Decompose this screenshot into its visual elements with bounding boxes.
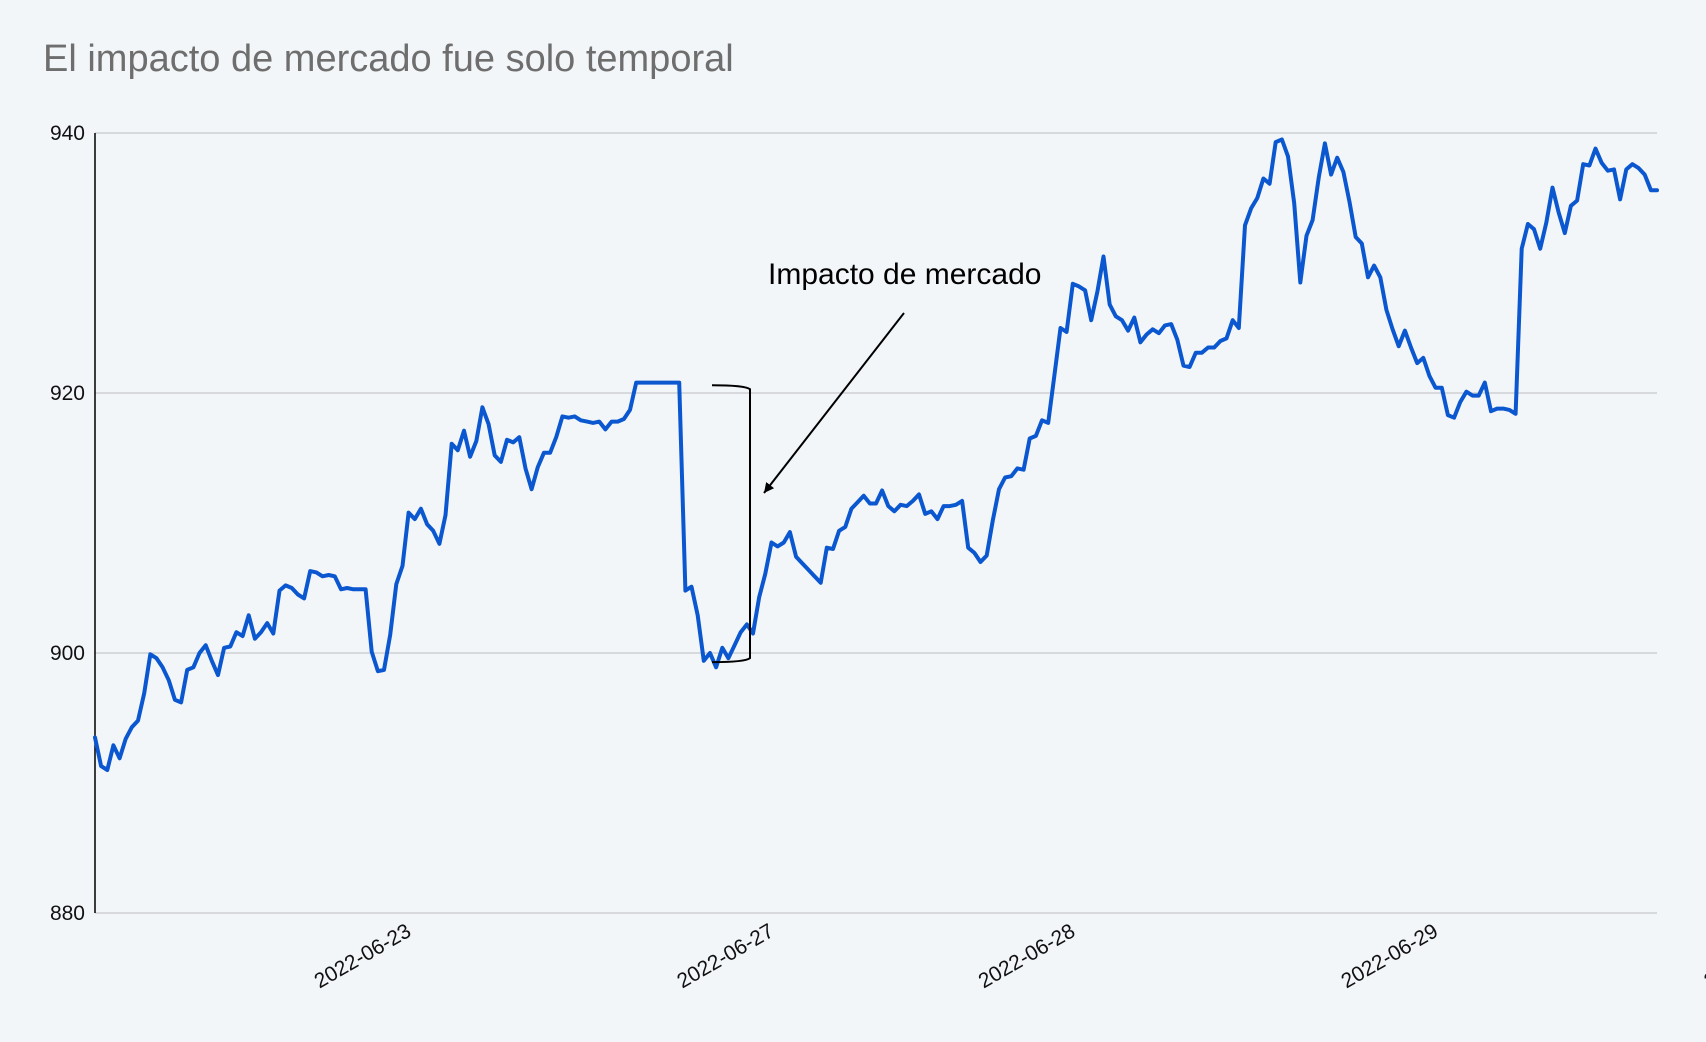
x-axis-ticks: 2022-06-23 2022-06-27 2022-06-28 2022-06-29… bbox=[310, 919, 1706, 993]
x-tick-label: 2022-06-27 bbox=[673, 919, 778, 993]
annotation-label: Impacto de mercado bbox=[768, 258, 1041, 291]
y-tick-label: 900 bbox=[50, 642, 85, 665]
gridlines bbox=[95, 132, 1657, 914]
y-axis-ticks: 880 900 920 940 bbox=[50, 122, 85, 925]
series-line bbox=[93, 137, 1659, 772]
y-tick-label: 880 bbox=[50, 902, 85, 925]
chart-title: El impacto de mercado fue solo temporal bbox=[43, 38, 734, 80]
y-tick-label: 920 bbox=[50, 382, 85, 405]
annotation-bracket bbox=[711, 384, 751, 664]
y-tick-label: 940 bbox=[50, 122, 85, 145]
x-tick-label: 2022-06-29 bbox=[1337, 919, 1442, 993]
annotation-arrow bbox=[763, 312, 905, 494]
x-tick-label: 2022-06-28 bbox=[975, 919, 1080, 993]
x-tick-label: 2022-06-30 bbox=[1700, 919, 1706, 993]
x-tick-label: 2022-06-23 bbox=[310, 919, 415, 993]
